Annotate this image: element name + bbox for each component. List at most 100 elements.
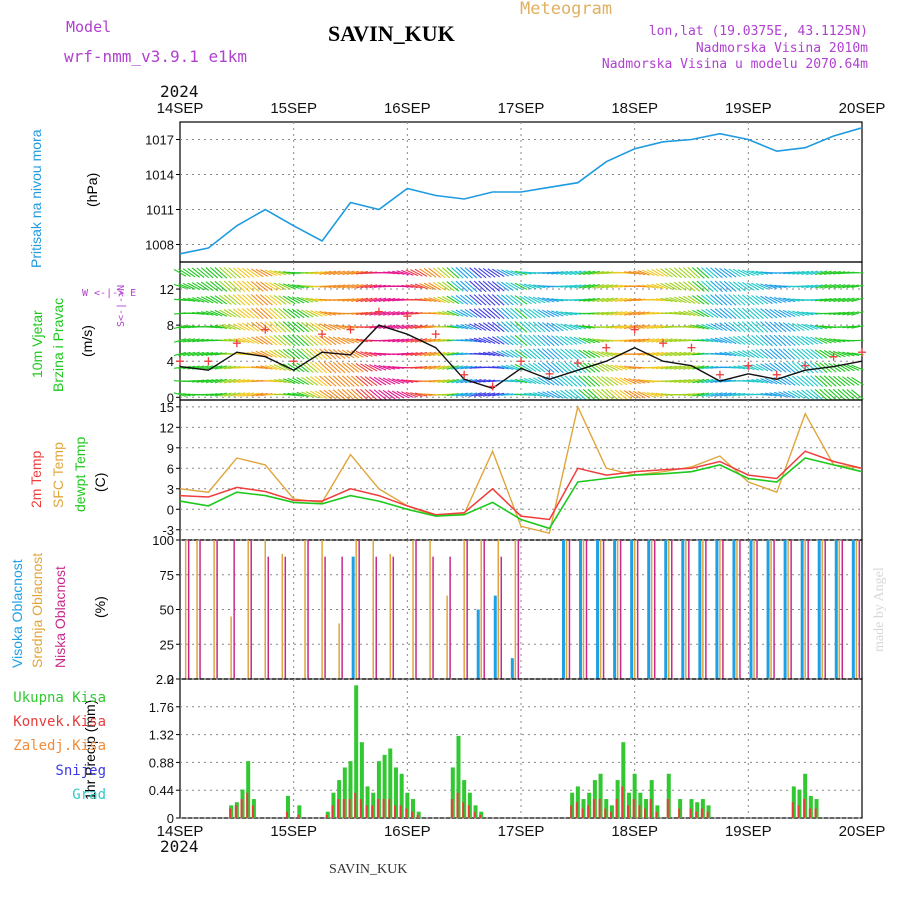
wind-barb bbox=[332, 324, 346, 330]
wind-barb bbox=[669, 296, 682, 303]
wind-barb bbox=[642, 269, 655, 277]
wind-barb bbox=[355, 350, 369, 358]
wind-barb bbox=[423, 351, 437, 357]
precip-conv-bar bbox=[285, 811, 288, 818]
wind-barb bbox=[414, 283, 428, 290]
wind-barb bbox=[801, 348, 814, 360]
precip-total-bar bbox=[359, 742, 364, 818]
wind-barb bbox=[592, 311, 605, 315]
wind-barb bbox=[687, 295, 701, 305]
wind-barb bbox=[478, 267, 491, 278]
wind-barb bbox=[805, 284, 819, 289]
wind-barb bbox=[219, 267, 232, 279]
wind-barb bbox=[846, 352, 860, 356]
wind-barb bbox=[560, 311, 573, 316]
wind-barb bbox=[546, 334, 560, 346]
wind-barb bbox=[619, 324, 632, 330]
wind-barb bbox=[555, 322, 569, 331]
wind-barb bbox=[682, 281, 696, 292]
wind-barb bbox=[732, 336, 746, 345]
wind-barb bbox=[473, 267, 487, 279]
wind-barb bbox=[578, 284, 591, 289]
wind-barb bbox=[637, 391, 651, 399]
wind-barb bbox=[819, 298, 832, 302]
wind-barb bbox=[714, 337, 728, 344]
wind-barb bbox=[414, 298, 428, 302]
wind-barb bbox=[405, 391, 419, 398]
wind-barb bbox=[751, 321, 764, 333]
wind-barb bbox=[369, 364, 382, 371]
wind-barb bbox=[505, 349, 519, 359]
wind-barb bbox=[564, 375, 578, 387]
wind-barb bbox=[551, 322, 564, 332]
precip-total-bar bbox=[649, 780, 654, 818]
wind-barb bbox=[219, 294, 232, 305]
precip-total-bar bbox=[695, 802, 700, 818]
precip-conv-bar bbox=[234, 805, 237, 818]
wind-barb bbox=[483, 351, 496, 357]
precip-conv-bar bbox=[371, 805, 374, 818]
wind-barb bbox=[464, 338, 478, 343]
pressure-line bbox=[179, 127, 863, 255]
wind-barb bbox=[801, 323, 814, 331]
wind-barb bbox=[350, 375, 364, 387]
wind-barb bbox=[355, 297, 369, 303]
wind-barb bbox=[296, 391, 309, 398]
wind-barb bbox=[210, 281, 223, 292]
wind-barb bbox=[269, 349, 282, 359]
wind-barb bbox=[596, 388, 610, 401]
wind-barb bbox=[596, 284, 609, 289]
wind-barb bbox=[791, 348, 805, 360]
wind-barb bbox=[314, 322, 328, 332]
wind-barb bbox=[391, 390, 405, 399]
wind-barb bbox=[710, 280, 723, 293]
wind-barb bbox=[501, 365, 514, 370]
wind-barb bbox=[401, 324, 414, 330]
wind-barb bbox=[223, 365, 237, 370]
wind-barb bbox=[846, 284, 860, 289]
wind-barb bbox=[346, 337, 359, 344]
wind-barb bbox=[196, 267, 210, 279]
wind-barb bbox=[769, 348, 782, 360]
wind-barb bbox=[237, 267, 250, 279]
wind-barb bbox=[787, 361, 801, 374]
wind-barb bbox=[278, 363, 291, 372]
wind-barb bbox=[305, 309, 319, 318]
precip-panel bbox=[179, 678, 863, 819]
wind-barb bbox=[187, 338, 200, 343]
wind-barb bbox=[264, 294, 278, 306]
wind-barb bbox=[505, 335, 519, 346]
wind-barb bbox=[382, 377, 396, 385]
wind-barb bbox=[410, 392, 423, 398]
wind-barb bbox=[442, 310, 455, 316]
wind-barb bbox=[351, 312, 364, 315]
wind-barb bbox=[755, 283, 769, 290]
wind-barb bbox=[442, 378, 455, 384]
wind-barb bbox=[455, 280, 469, 292]
wind-barb bbox=[491, 268, 505, 278]
wind-barb bbox=[801, 361, 814, 374]
wind-barb bbox=[414, 392, 428, 397]
wind-barb bbox=[310, 310, 323, 317]
wind-barb bbox=[455, 295, 469, 305]
wind-barb bbox=[214, 324, 228, 330]
wind-barb bbox=[755, 349, 769, 359]
wind-barb bbox=[414, 268, 428, 277]
precip-conv-bar bbox=[411, 811, 414, 818]
wind-barb bbox=[364, 376, 378, 386]
wind-barb bbox=[541, 362, 555, 373]
wind-barb bbox=[696, 339, 709, 342]
precip-total-bar bbox=[462, 780, 467, 818]
wind-barb bbox=[496, 335, 510, 346]
wind-barb bbox=[551, 390, 564, 399]
wind-barb bbox=[696, 378, 710, 384]
wind-barb bbox=[655, 283, 669, 290]
wind-barb bbox=[724, 392, 737, 397]
wind-barb bbox=[623, 390, 637, 400]
wind-barb bbox=[673, 351, 687, 357]
wind-barb bbox=[446, 325, 459, 329]
wind-barb bbox=[323, 348, 337, 360]
wind-barb bbox=[260, 307, 273, 320]
wind-barb bbox=[201, 351, 214, 357]
wind-barb bbox=[778, 321, 792, 332]
